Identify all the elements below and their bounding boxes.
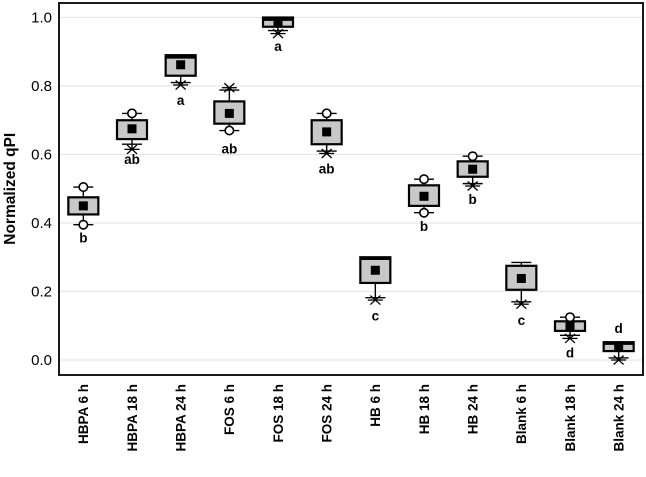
y-tick-label: 0.2 (31, 284, 52, 301)
x-category-label: HBPA 18 h (125, 384, 140, 452)
sig-letter: c (372, 308, 380, 323)
outlier-circle-top (127, 108, 138, 119)
mean-square (127, 124, 137, 134)
boxplot-group-hbpa-18-h: ab HBPA 18 h (115, 108, 149, 452)
sig-letter: a (177, 93, 185, 108)
boxplot-group-blank-6-h: c Blank 6 h (505, 261, 538, 444)
y-tick-label: 1.0 (31, 10, 52, 27)
outlier-circle-bottom (224, 125, 235, 136)
sig-letter: a (274, 39, 282, 54)
x-category-label: FOS 18 h (271, 384, 286, 443)
y-tick-label: 0.4 (31, 215, 52, 232)
boxplot-group-hbpa-24-h: a HBPA 24 h (164, 54, 197, 452)
outlier-circle-top (78, 182, 89, 193)
outlier-circle-top (467, 151, 478, 162)
sig-letter: ab (124, 152, 140, 167)
mean-square (78, 201, 88, 211)
y-tick-label: 0.6 (31, 147, 52, 164)
sig-letter: b (469, 192, 477, 207)
x-category-label: Blank 6 h (514, 384, 529, 444)
mean-square (273, 18, 283, 28)
x-category-label: HB 24 h (465, 384, 480, 434)
x-category-label: HB 6 h (368, 384, 383, 427)
mean-square (565, 321, 575, 331)
x-category-label: HBPA 24 h (173, 384, 188, 452)
sig-letter: c (518, 313, 526, 328)
outlier-circle-top (418, 174, 429, 185)
plot-frame (58, 2, 644, 376)
outlier-circle-top (321, 108, 332, 119)
x-category-label: FOS 24 h (319, 384, 334, 443)
outlier-circle-top (564, 312, 575, 323)
sig-letter: ab (221, 141, 237, 156)
y-tick-label: 0.0 (31, 352, 52, 369)
y-axis-title: Normalized qPI (2, 133, 19, 245)
sig-letter: b (79, 231, 87, 246)
boxplot-group-fos-24-h: ab FOS 24 h (310, 108, 343, 443)
x-category-label: HB 18 h (417, 384, 432, 434)
mean-square (468, 164, 478, 174)
x-category-label: Blank 24 h (611, 384, 626, 452)
boxplot-group-fos-6-h: ab FOS 6 h (213, 82, 246, 435)
mean-square (176, 60, 186, 70)
boxplot-group-blank-24-h: d Blank 24 h (602, 321, 635, 452)
outlier-circle-bottom (418, 207, 429, 218)
boxplot-group-fos-18-h: a FOS 18 h (261, 16, 295, 443)
x-category-label: Blank 18 h (563, 384, 578, 452)
sig-letter: d (615, 321, 623, 336)
outlier-circle-bottom (78, 219, 89, 230)
mean-square (322, 127, 332, 137)
sig-letter: d (566, 345, 574, 360)
mean-square (419, 191, 429, 201)
sig-letter: b (420, 219, 428, 234)
sig-letter: ab (319, 161, 335, 176)
mean-square (516, 273, 526, 283)
x-category-label: HBPA 6 h (76, 384, 91, 444)
mean-square (614, 341, 624, 351)
boxplot-group-hb-6-h: c HB 6 h (359, 256, 392, 427)
boxplot-group-hb-24-h: b HB 24 h (456, 151, 489, 434)
boxplot-group-hb-18-h: b HB 18 h (407, 174, 441, 434)
mean-square (224, 108, 234, 118)
y-tick-label: 0.8 (31, 78, 52, 95)
mean-square (370, 265, 380, 275)
x-category-label: FOS 6 h (222, 384, 237, 435)
boxplot-group-hbpa-6-h: b HBPA 6 h (67, 182, 100, 444)
boxplot-group-blank-18-h: d Blank 18 h (553, 312, 587, 452)
